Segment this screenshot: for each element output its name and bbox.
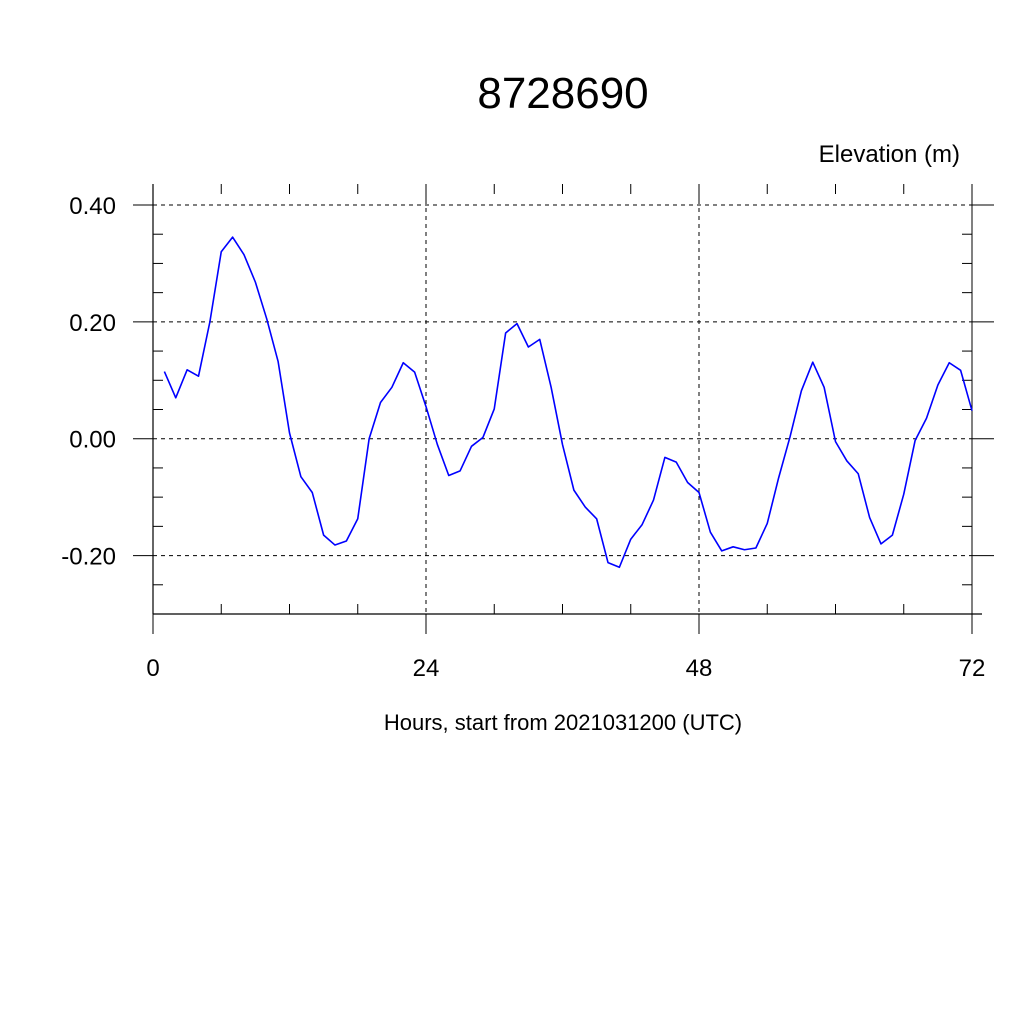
- data-point: [732, 546, 734, 548]
- data-point: [220, 251, 222, 253]
- data-point: [914, 440, 916, 442]
- y-tick-label-1: 0.00: [69, 427, 116, 454]
- data-point: [164, 371, 166, 373]
- data-point: [664, 457, 666, 459]
- data-point: [539, 339, 541, 341]
- data-point: [937, 384, 939, 386]
- data-point: [801, 390, 803, 392]
- units-label: Elevation (m): [819, 141, 960, 168]
- data-point: [550, 386, 552, 388]
- data-point: [960, 370, 962, 372]
- data-point: [516, 323, 518, 325]
- data-point: [710, 531, 712, 533]
- data-point: [391, 386, 393, 388]
- data-point: [255, 281, 257, 283]
- data-point: [926, 417, 928, 419]
- chart-title: 8728690: [477, 69, 648, 118]
- data-point: [641, 524, 643, 526]
- data-point: [528, 346, 530, 348]
- x-tick-labels: 0 24 48 72: [146, 655, 985, 682]
- y-tick-label-0: -0.20: [61, 544, 116, 571]
- x-tick-label-2: 48: [686, 655, 713, 682]
- y-tick-labels: -0.20 0.00 0.20 0.40: [61, 193, 116, 571]
- data-point: [346, 540, 348, 542]
- data-point: [971, 410, 973, 412]
- data-point: [755, 547, 757, 549]
- data-point: [687, 482, 689, 484]
- y-tick-label-2: 0.20: [69, 310, 116, 337]
- data-point: [380, 402, 382, 404]
- data-point: [505, 332, 507, 334]
- data-point: [766, 523, 768, 525]
- data-point: [334, 544, 336, 546]
- data-point: [596, 518, 598, 520]
- data-point: [675, 461, 677, 463]
- data-point: [459, 470, 461, 472]
- data-point: [414, 371, 416, 373]
- data-point: [232, 236, 234, 238]
- data-point: [186, 369, 188, 371]
- data-point: [198, 375, 200, 377]
- data-point: [835, 441, 837, 443]
- data-point: [903, 493, 905, 495]
- x-tick-label-3: 72: [959, 655, 986, 682]
- data-point: [892, 534, 894, 536]
- data-point: [323, 534, 325, 536]
- series-line-0: [163, 236, 973, 569]
- data-point: [619, 566, 621, 568]
- data-point: [846, 460, 848, 462]
- series-group: [163, 236, 973, 569]
- grid-lines: [153, 184, 973, 614]
- x-tick-label-0: 0: [146, 655, 159, 682]
- data-point: [869, 517, 871, 519]
- data-point: [357, 518, 359, 520]
- data-point: [823, 386, 825, 388]
- data-point: [880, 543, 882, 545]
- data-point: [277, 361, 279, 363]
- data-point: [175, 397, 177, 399]
- data-point: [311, 492, 313, 494]
- data-point: [425, 406, 427, 408]
- data-point: [630, 538, 632, 540]
- data-point: [266, 318, 268, 320]
- data-point: [778, 477, 780, 479]
- x-tick-label-1: 24: [413, 655, 440, 682]
- x-axis-label: Hours, start from 2021031200 (UTC): [384, 710, 742, 735]
- data-point: [562, 444, 564, 446]
- data-point: [789, 436, 791, 438]
- data-point: [573, 489, 575, 491]
- data-point: [653, 499, 655, 501]
- data-point: [471, 446, 473, 448]
- axis-ticks: [133, 184, 994, 634]
- data-point: [607, 562, 609, 564]
- data-point: [584, 506, 586, 508]
- plot-frame: [152, 184, 982, 634]
- data-point: [698, 492, 700, 494]
- y-tick-label-3: 0.40: [69, 193, 116, 220]
- data-point: [300, 476, 302, 478]
- data-point: [243, 254, 245, 256]
- data-point: [437, 444, 439, 446]
- data-point: [948, 362, 950, 364]
- data-point: [812, 361, 814, 363]
- data-point: [448, 475, 450, 477]
- data-point: [209, 321, 211, 323]
- data-point: [482, 437, 484, 439]
- data-point: [744, 549, 746, 551]
- data-point: [857, 473, 859, 475]
- data-point: [402, 362, 404, 364]
- data-point: [368, 438, 370, 440]
- data-point: [493, 408, 495, 410]
- data-point: [721, 550, 723, 552]
- data-point: [289, 432, 291, 434]
